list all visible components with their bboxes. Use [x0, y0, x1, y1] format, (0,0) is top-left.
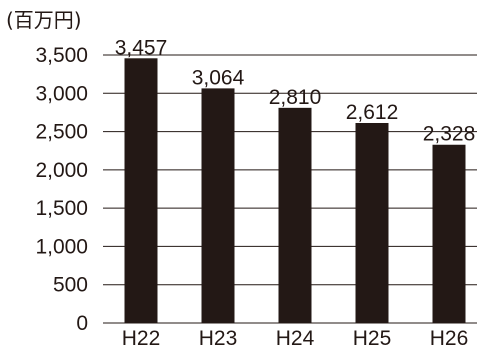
y-axis-ticks: 0 500 1,000 1,500 2,000 2,500 3,000 3,500 [35, 44, 88, 335]
data-labels: 3,457 3,064 2,810 2,612 2,328 [115, 36, 476, 145]
y-tick-label: 500 [53, 274, 88, 297]
bars [124, 58, 466, 324]
y-tick-label: 3,000 [35, 82, 88, 105]
data-label-h23: 3,064 [192, 66, 245, 89]
x-category-label: H24 [276, 327, 315, 350]
unit-label: (百万円) [6, 8, 82, 32]
y-tick-label: 1,500 [35, 197, 88, 220]
data-label-h25: 2,612 [346, 101, 399, 124]
x-category-label: H22 [122, 327, 161, 350]
data-label-h24: 2,810 [269, 86, 322, 109]
y-tick-label: 3,500 [35, 44, 88, 67]
x-category-label: H23 [199, 327, 238, 350]
y-tick-label: 2,500 [35, 121, 88, 144]
x-category-label: H25 [353, 327, 392, 350]
x-axis-categories: H22 H23 H24 H25 H26 [122, 327, 469, 350]
bar-h26 [432, 144, 466, 323]
bar-h22 [124, 58, 158, 323]
bar-h24 [278, 107, 312, 323]
data-label-h22: 3,457 [115, 36, 168, 59]
y-tick-label: 0 [76, 312, 88, 335]
y-tick-label: 2,000 [35, 159, 88, 182]
bar-h25 [355, 122, 389, 324]
bar-h23 [201, 88, 235, 324]
x-category-label: H26 [430, 327, 469, 350]
y-tick-label: 1,000 [35, 235, 88, 258]
data-label-h26: 2,328 [423, 123, 476, 146]
